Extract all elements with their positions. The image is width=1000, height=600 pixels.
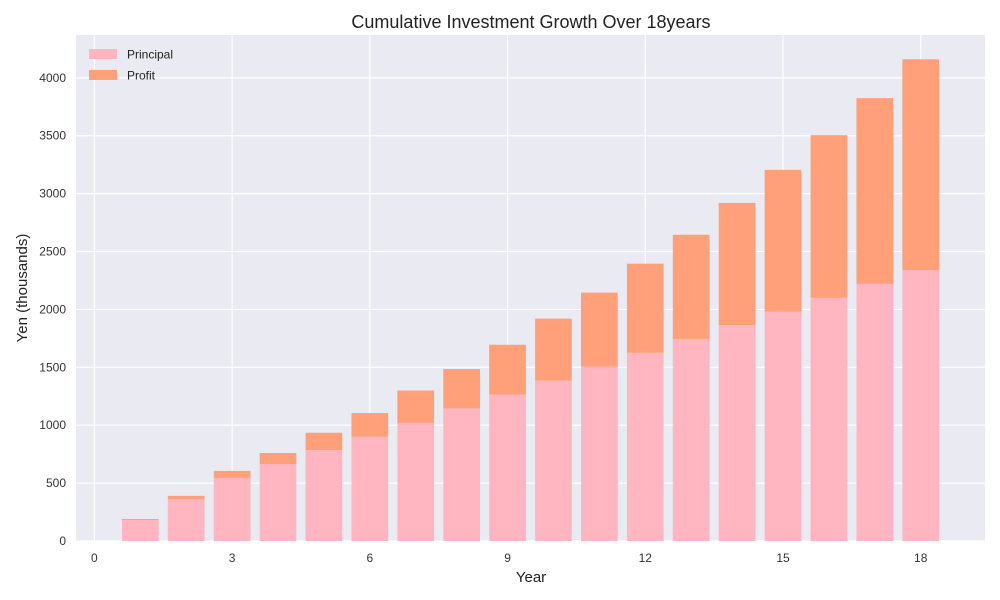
legend-swatch-principal bbox=[89, 49, 117, 59]
bar-profit-8 bbox=[443, 369, 480, 409]
y-tick-label: 4000 bbox=[39, 71, 66, 85]
bar-profit-18 bbox=[902, 59, 940, 271]
y-tick-label: 2000 bbox=[39, 302, 66, 316]
bar-principal-14 bbox=[718, 325, 756, 541]
bar-profit-11 bbox=[581, 292, 618, 367]
bar-profit-7 bbox=[397, 390, 435, 423]
bar-principal-1 bbox=[121, 520, 159, 541]
bar-principal-18 bbox=[902, 270, 940, 541]
x-tick-label: 3 bbox=[229, 551, 236, 565]
x-tick-label: 18 bbox=[914, 551, 928, 565]
bar-profit-13 bbox=[672, 234, 710, 339]
legend-label-principal: Principal bbox=[127, 48, 173, 62]
bar-principal-11 bbox=[581, 366, 618, 541]
bar-principal-4 bbox=[259, 464, 297, 541]
bars bbox=[121, 59, 940, 541]
y-tick-label: 3500 bbox=[39, 129, 66, 143]
bar-principal-16 bbox=[810, 297, 848, 541]
bar-principal-13 bbox=[672, 338, 710, 541]
bar-profit-10 bbox=[535, 318, 572, 381]
y-tick-label: 0 bbox=[59, 534, 66, 548]
legend-swatch-profit bbox=[89, 70, 117, 80]
y-tick-label: 3000 bbox=[39, 187, 66, 201]
bar-profit-9 bbox=[489, 344, 526, 395]
x-tick-label: 0 bbox=[91, 551, 98, 565]
y-tick-label: 2500 bbox=[39, 245, 66, 259]
x-axis-ticks: 0 3 6 9 12 15 18 bbox=[91, 551, 928, 565]
chart-title: Cumulative Investment Growth Over 18year… bbox=[351, 12, 710, 32]
x-axis-title: Year bbox=[516, 569, 546, 586]
y-tick-label: 1000 bbox=[39, 418, 66, 432]
legend-label-profit: Profit bbox=[127, 69, 156, 83]
y-tick-label: 500 bbox=[46, 476, 66, 490]
bar-principal-5 bbox=[305, 450, 343, 541]
x-tick-label: 12 bbox=[639, 551, 653, 565]
bar-profit-15 bbox=[764, 169, 802, 312]
bar-profit-14 bbox=[718, 202, 756, 326]
y-tick-label: 1500 bbox=[39, 360, 66, 374]
bar-principal-2 bbox=[167, 499, 205, 541]
x-tick-label: 9 bbox=[504, 551, 511, 565]
bar-profit-16 bbox=[810, 135, 848, 298]
bar-principal-12 bbox=[626, 352, 664, 541]
bar-profit-3 bbox=[213, 470, 251, 478]
bar-profit-17 bbox=[856, 98, 894, 284]
legend: Principal Profit bbox=[89, 48, 173, 83]
y-axis-ticks: 0 500 1000 1500 2000 2500 3000 3500 4000 bbox=[39, 71, 66, 548]
bar-principal-9 bbox=[489, 394, 526, 541]
bar-principal-6 bbox=[351, 436, 389, 541]
bar-profit-2 bbox=[167, 495, 205, 500]
bar-profit-4 bbox=[259, 453, 297, 464]
bar-profit-5 bbox=[305, 432, 343, 451]
y-axis-title: Yen (thousands) bbox=[14, 234, 31, 343]
bar-profit-6 bbox=[351, 413, 389, 437]
bar-principal-8 bbox=[443, 408, 480, 541]
bar-principal-10 bbox=[535, 380, 572, 541]
x-tick-label: 6 bbox=[366, 551, 373, 565]
bar-profit-1 bbox=[121, 519, 159, 521]
bar-principal-15 bbox=[764, 311, 802, 541]
plot-area bbox=[76, 35, 985, 541]
x-tick-label: 15 bbox=[776, 551, 790, 565]
bar-profit-12 bbox=[626, 263, 664, 353]
bar-principal-7 bbox=[397, 422, 435, 541]
bar-principal-17 bbox=[856, 283, 894, 541]
bar-principal-3 bbox=[213, 477, 251, 541]
